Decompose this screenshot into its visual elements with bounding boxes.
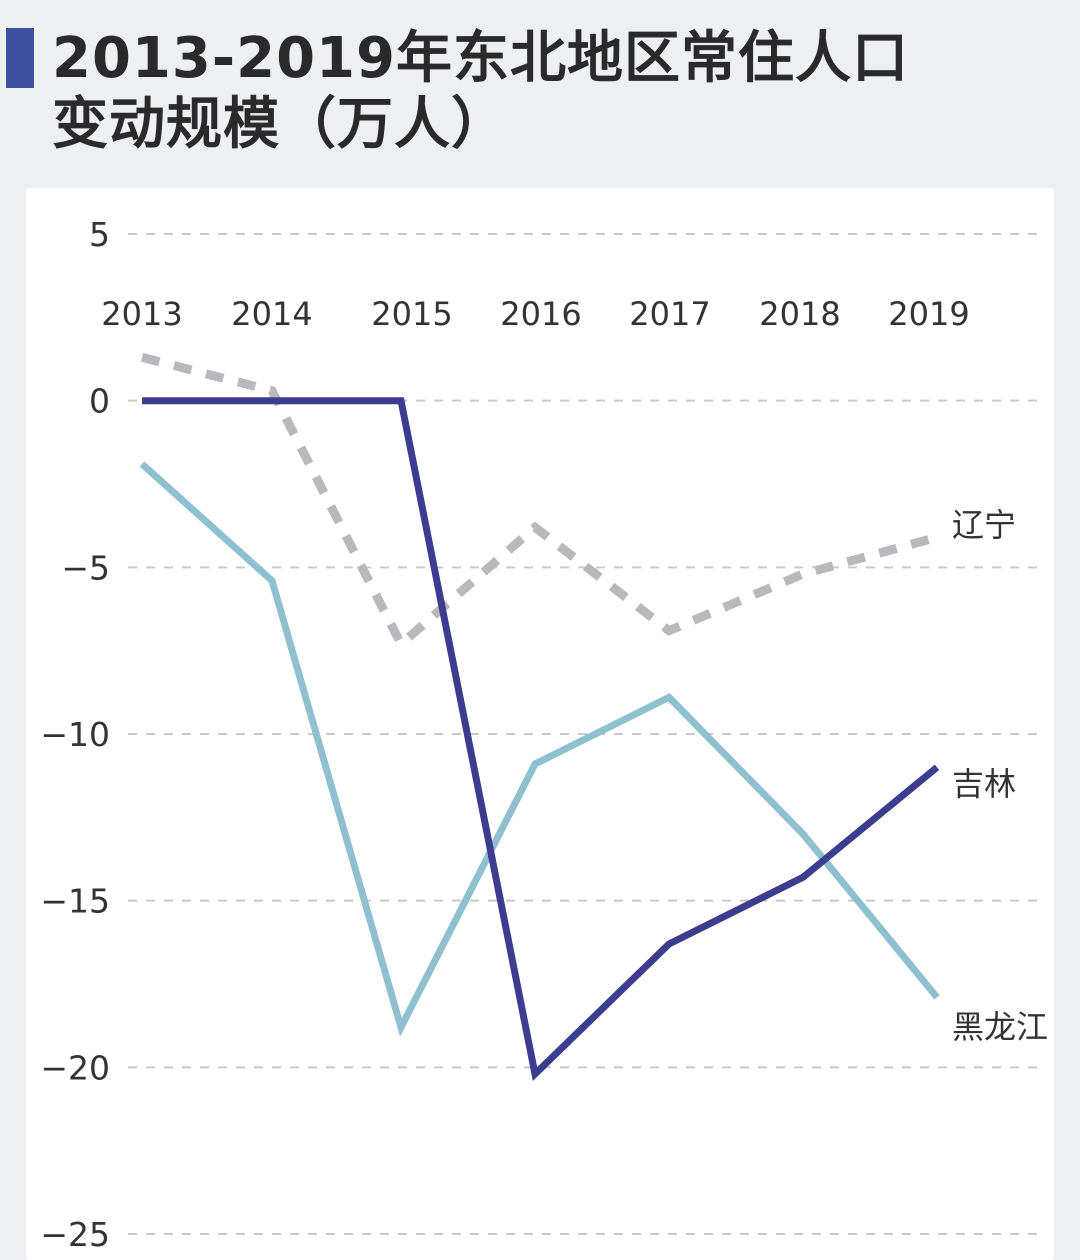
series-label-jilin: 吉林 — [952, 765, 1016, 803]
y-tick-label: −15 — [40, 882, 110, 921]
x-tick-label: 2014 — [231, 295, 312, 333]
y-tick-label: −20 — [40, 1048, 110, 1087]
x-tick-label: 2015 — [371, 295, 452, 333]
y-tick-label: −10 — [40, 715, 110, 754]
x-tick-label: 2019 — [888, 295, 969, 333]
grid-lines — [128, 233, 1046, 1235]
y-tick-label: −25 — [40, 1215, 110, 1254]
y-axis-ticks: 5 0 −5 −10 −15 −20 −25 — [40, 215, 110, 1254]
title-accent-bar — [6, 28, 34, 88]
series-line-jilin — [142, 397, 940, 1081]
chart-title-line1: 2013-2019年东北地区常住人口 — [52, 26, 909, 91]
series-label-heilongjiang: 黑龙江 — [952, 1008, 1048, 1046]
x-tick-label: 2018 — [759, 295, 840, 333]
series-label-liaoning: 辽宁 — [952, 506, 1016, 544]
x-tick-label: 2017 — [629, 295, 710, 333]
x-tick-label: 2016 — [500, 295, 581, 333]
y-tick-label: 0 — [89, 382, 110, 421]
chart-title: 2013-2019年东北地区常住人口 变动规模（万人） — [52, 26, 909, 158]
series-line-heilongjiang — [139, 461, 940, 1037]
series-lines — [139, 352, 940, 1081]
chart-panel — [26, 188, 1054, 1260]
y-tick-label: −5 — [61, 548, 110, 587]
x-tick-label: 2013 — [101, 295, 182, 333]
x-axis-ticks: 2013 2014 2015 2016 2017 2018 2019 — [101, 295, 969, 333]
series-line-liaoning — [140, 352, 939, 652]
y-tick-label: 5 — [89, 215, 110, 254]
chart-title-line2: 变动规模（万人） — [52, 92, 508, 157]
